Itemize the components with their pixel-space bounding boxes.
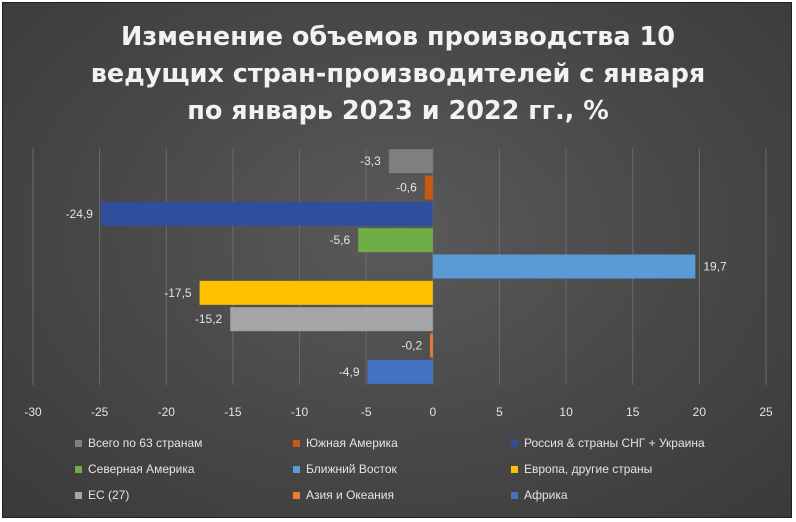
x-tick-label: -15 [224, 405, 242, 419]
legend-label: Африка [524, 488, 568, 502]
legend-label: Россия & страны СНГ + Украина [524, 436, 705, 450]
legend-swatch [293, 465, 300, 473]
data-label: -0,2 [401, 339, 422, 353]
legend-item: Европа, другие страны [511, 461, 775, 477]
x-tick-label: 10 [559, 405, 573, 419]
legend-swatch [511, 439, 518, 447]
bar [430, 333, 433, 358]
legend-item: Северная Америка [75, 461, 293, 477]
chart-title-line-1: Изменение объемов производства 10 [121, 22, 675, 52]
data-label: -15,2 [195, 312, 223, 326]
legend-label: Всего по 63 странам [88, 436, 203, 450]
data-label: -24,9 [66, 207, 94, 221]
legend-label: Ближний Восток [306, 462, 397, 476]
legend-label: ЕС (27) [88, 488, 130, 502]
chart-title: Изменение объемов производства 10 ведущи… [3, 19, 793, 130]
legend-swatch [75, 465, 82, 473]
legend-label: Южная Америка [306, 436, 398, 450]
legend-swatch [511, 491, 518, 499]
legend-item: Россия & страны СНГ + Украина [511, 435, 775, 451]
x-tick-label: -25 [91, 405, 109, 419]
legend-item: Азия и Океания [293, 487, 511, 503]
bar [432, 254, 696, 279]
x-tick-label: 25 [759, 405, 773, 419]
bar [230, 307, 433, 332]
data-labels: -3,3 -0,6 -24,9 -5,6 19,7 -17,5-15,2 -0,2 -4,9 [66, 154, 727, 379]
x-tick-label: -20 [158, 405, 176, 419]
x-tick-label: -5 [361, 405, 372, 419]
legend-label: Европа, другие страны [524, 462, 653, 476]
bar [358, 228, 433, 253]
chart-title-line-2: ведущих стран-производителей с января [90, 59, 706, 89]
x-tick-label: -10 [291, 405, 309, 419]
chart-title-line-3: по январь 2023 и 2022 гг., % [187, 96, 609, 126]
legend-label: Азия и Океания [306, 488, 394, 502]
x-tick-label: 5 [496, 405, 503, 419]
legend: Всего по 63 странам Южная Америка Россия &… [75, 435, 775, 503]
legend-item: Африка [511, 487, 775, 503]
data-label: -4,9 [339, 365, 360, 379]
legend-item: Всего по 63 странам [75, 435, 293, 451]
legend-swatch [511, 465, 518, 473]
bar [424, 175, 433, 200]
bar [100, 201, 433, 226]
legend-item: ЕС (27) [75, 487, 293, 503]
plot-area: -3,3-0,6-24,9-5,619,7-17,5-15,2-0,2-4,9 … [24, 148, 773, 419]
data-label: -17,5 [164, 286, 192, 300]
data-label: -5,6 [329, 233, 350, 247]
bar [367, 359, 433, 384]
data-label: -3,3 [360, 154, 381, 168]
x-tick-label: 0 [429, 405, 436, 419]
data-label: -0,6 [396, 181, 417, 195]
x-tick-label: 20 [693, 405, 707, 419]
data-label: 19,7 [703, 260, 727, 274]
x-axis-ticks: -30 -25 -20 -15 -10 -5 0 5 10 15 20 25 [24, 405, 773, 419]
legend-label: Северная Америка [88, 462, 195, 476]
x-tick-label: 15 [626, 405, 640, 419]
legend-swatch [293, 439, 300, 447]
legend-swatch [75, 491, 82, 499]
legend-swatch [293, 491, 300, 499]
bars [100, 149, 696, 384]
bar [388, 149, 433, 174]
x-tick-label: -30 [24, 405, 42, 419]
legend-item: Южная Америка [293, 435, 511, 451]
bar [199, 280, 433, 305]
legend-swatch [75, 439, 82, 447]
legend-item: Ближний Восток [293, 461, 511, 477]
